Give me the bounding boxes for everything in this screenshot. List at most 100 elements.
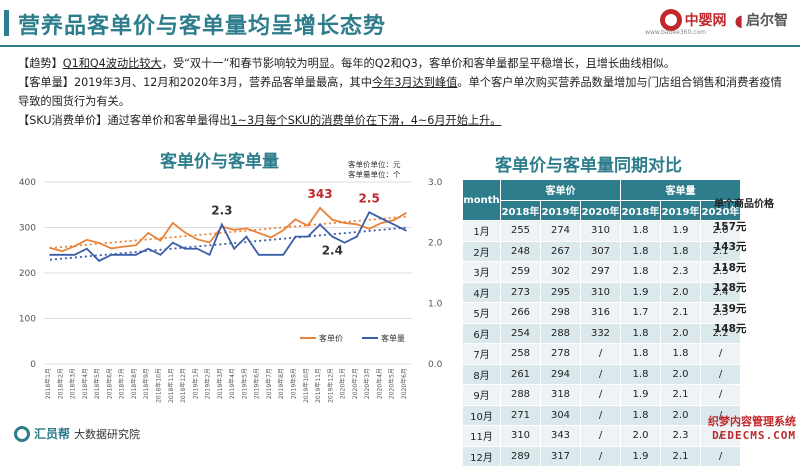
qty-cell: 2.1	[660, 302, 701, 324]
data-point	[233, 247, 235, 250]
data-point	[343, 241, 346, 244]
data-point	[159, 254, 162, 256]
x-tick-label: 2018年10月	[154, 368, 162, 403]
price-cell: 302	[540, 261, 581, 283]
data-point	[405, 229, 407, 232]
data-point	[61, 254, 64, 256]
unit-notes: 客单价单位：元 客单量单位：个	[348, 160, 401, 180]
price-cell: 307	[580, 240, 621, 262]
table-row: 1月 255 274 310 1.8 1.9 2.0	[462, 220, 741, 242]
x-tick-label: 2018年8月	[130, 368, 138, 399]
price-cell: 261	[500, 363, 541, 385]
data-point	[319, 207, 321, 209]
note-sku-tag: 【SKU消费单价】	[18, 114, 108, 127]
x-tick-label: 2018年6月	[105, 368, 113, 399]
table-row: 12月 289 317/1.9 2.1/	[462, 445, 741, 467]
legend-label: 客单量	[381, 333, 405, 343]
watermark-line-2: DEDECMS.COM	[712, 429, 796, 442]
logo-zhongying-url: www.babee360.com	[645, 29, 706, 36]
y-right-tick-label: 3.0	[428, 178, 443, 188]
data-point	[208, 254, 211, 256]
month-cell: 10月	[462, 404, 501, 426]
note-sku: 【SKU消费单价】通过客单价和客单量得出1~3月每个SKU的消费单价在下滑，4~…	[18, 111, 788, 130]
month-header: month	[462, 179, 501, 221]
price-cell: /	[580, 363, 621, 385]
data-point	[392, 223, 395, 226]
data-point	[294, 235, 297, 238]
data-point	[98, 242, 100, 244]
footer-brand: 汇员帮 大数据研究院	[14, 425, 140, 442]
qty-cell: /	[700, 363, 741, 385]
data-point	[135, 244, 137, 247]
note-qty-text-a: 2019年3月、12月和2020年3月，营养品客单量最高，其中	[73, 76, 372, 89]
qty-cell: 2.0	[660, 281, 701, 303]
price-cell: 274	[540, 220, 581, 242]
watermark: 织梦内容管理系统 DEDECMS.COM	[708, 415, 796, 443]
legend-label: 客单价	[319, 333, 343, 343]
unit-price-per-item-value: 139元	[714, 302, 747, 315]
month-cell: 6月	[462, 322, 501, 344]
brand-subtitle: 大数据研究院	[74, 427, 141, 441]
month-cell: 5月	[462, 302, 501, 324]
qty-cell: /	[700, 445, 741, 467]
x-tick-label: 2018年3月	[69, 368, 77, 399]
data-point	[73, 254, 76, 256]
data-point	[257, 232, 260, 234]
data-point	[122, 245, 125, 248]
data-point	[135, 254, 137, 256]
price-cell: /	[580, 445, 621, 467]
qty-cell: 2.1	[660, 445, 701, 467]
data-annotation: 2.3	[211, 203, 232, 217]
qty-cell: 2.0	[660, 322, 701, 344]
note-trend-text: ，受“双十一”和春节影响较为明显。每年的Q2和Q3，客单价和客单量都呈平稳增长，…	[161, 57, 676, 70]
price-cell: 294	[540, 363, 581, 385]
data-point	[245, 235, 248, 238]
table-row: 11月 310 343/2.0 2.3/	[462, 425, 741, 447]
price-cell: 318	[540, 384, 581, 406]
x-tick-label: 2018年7月	[118, 368, 126, 399]
qty-cell: /	[700, 343, 741, 365]
qty-cell: 2.3	[660, 261, 701, 283]
x-tick-label: 2020年4月	[375, 368, 383, 399]
x-tick-label: 2018年5月	[93, 368, 101, 399]
table-row: 10月 271 304/1.8 2.0/	[462, 404, 741, 426]
x-tick-label: 2019年10月	[302, 368, 310, 403]
price-cell: 343	[540, 425, 581, 447]
data-point	[171, 222, 174, 224]
price-cell: 310	[580, 281, 621, 303]
data-point	[368, 228, 370, 230]
qierzhi-logo-icon: ◖	[734, 10, 743, 30]
month-cell: 11月	[462, 425, 501, 447]
table-header-row-2: 2018年 2019年 2020年 2018年 2019年 2020年	[463, 199, 741, 221]
x-tick-label: 2019年5月	[240, 368, 248, 399]
qty-cell: 2.3	[700, 302, 741, 324]
x-tick-label: 2019年8月	[277, 368, 285, 399]
qty-cell: 1.8	[620, 220, 661, 242]
table-row: 9月 288 318/1.9 2.1/	[462, 384, 741, 406]
qty-cell: 1.9	[620, 281, 661, 303]
qty-cell: 1.8	[620, 240, 661, 262]
x-tick-label: 2018年11月	[167, 368, 175, 403]
unit-price-per-item-value: 157元	[714, 220, 747, 233]
price-cell: 298	[540, 302, 581, 324]
data-point	[319, 223, 321, 226]
series-line-price	[49, 206, 407, 253]
y-left-tick-label: 100	[19, 315, 36, 325]
data-annotation: 2.5	[359, 191, 380, 205]
x-tick-label: 2018年12月	[179, 368, 187, 403]
x-tick-label: 2019年9月	[290, 368, 298, 399]
qty-cell: 2.0	[620, 425, 661, 447]
data-point	[270, 236, 272, 239]
data-point	[368, 211, 370, 214]
y-left-tick-label: 0	[30, 360, 36, 370]
x-tick-label: 2019年3月	[216, 368, 224, 399]
analysis-notes: 【趋势】Q1和Q4波动比较大，受“双十一”和春节影响较为明显。每年的Q2和Q3，…	[18, 54, 788, 130]
data-point	[221, 223, 223, 226]
price-cell: 317	[540, 445, 581, 467]
qty-cell: 1.8	[620, 261, 661, 283]
price-year-header-2: 2020年	[580, 199, 621, 221]
y-left-tick-label: 200	[19, 269, 36, 279]
unit-price-per-item-value: 143元	[714, 241, 747, 253]
qty-cell: /	[700, 404, 741, 426]
data-point	[306, 235, 309, 238]
